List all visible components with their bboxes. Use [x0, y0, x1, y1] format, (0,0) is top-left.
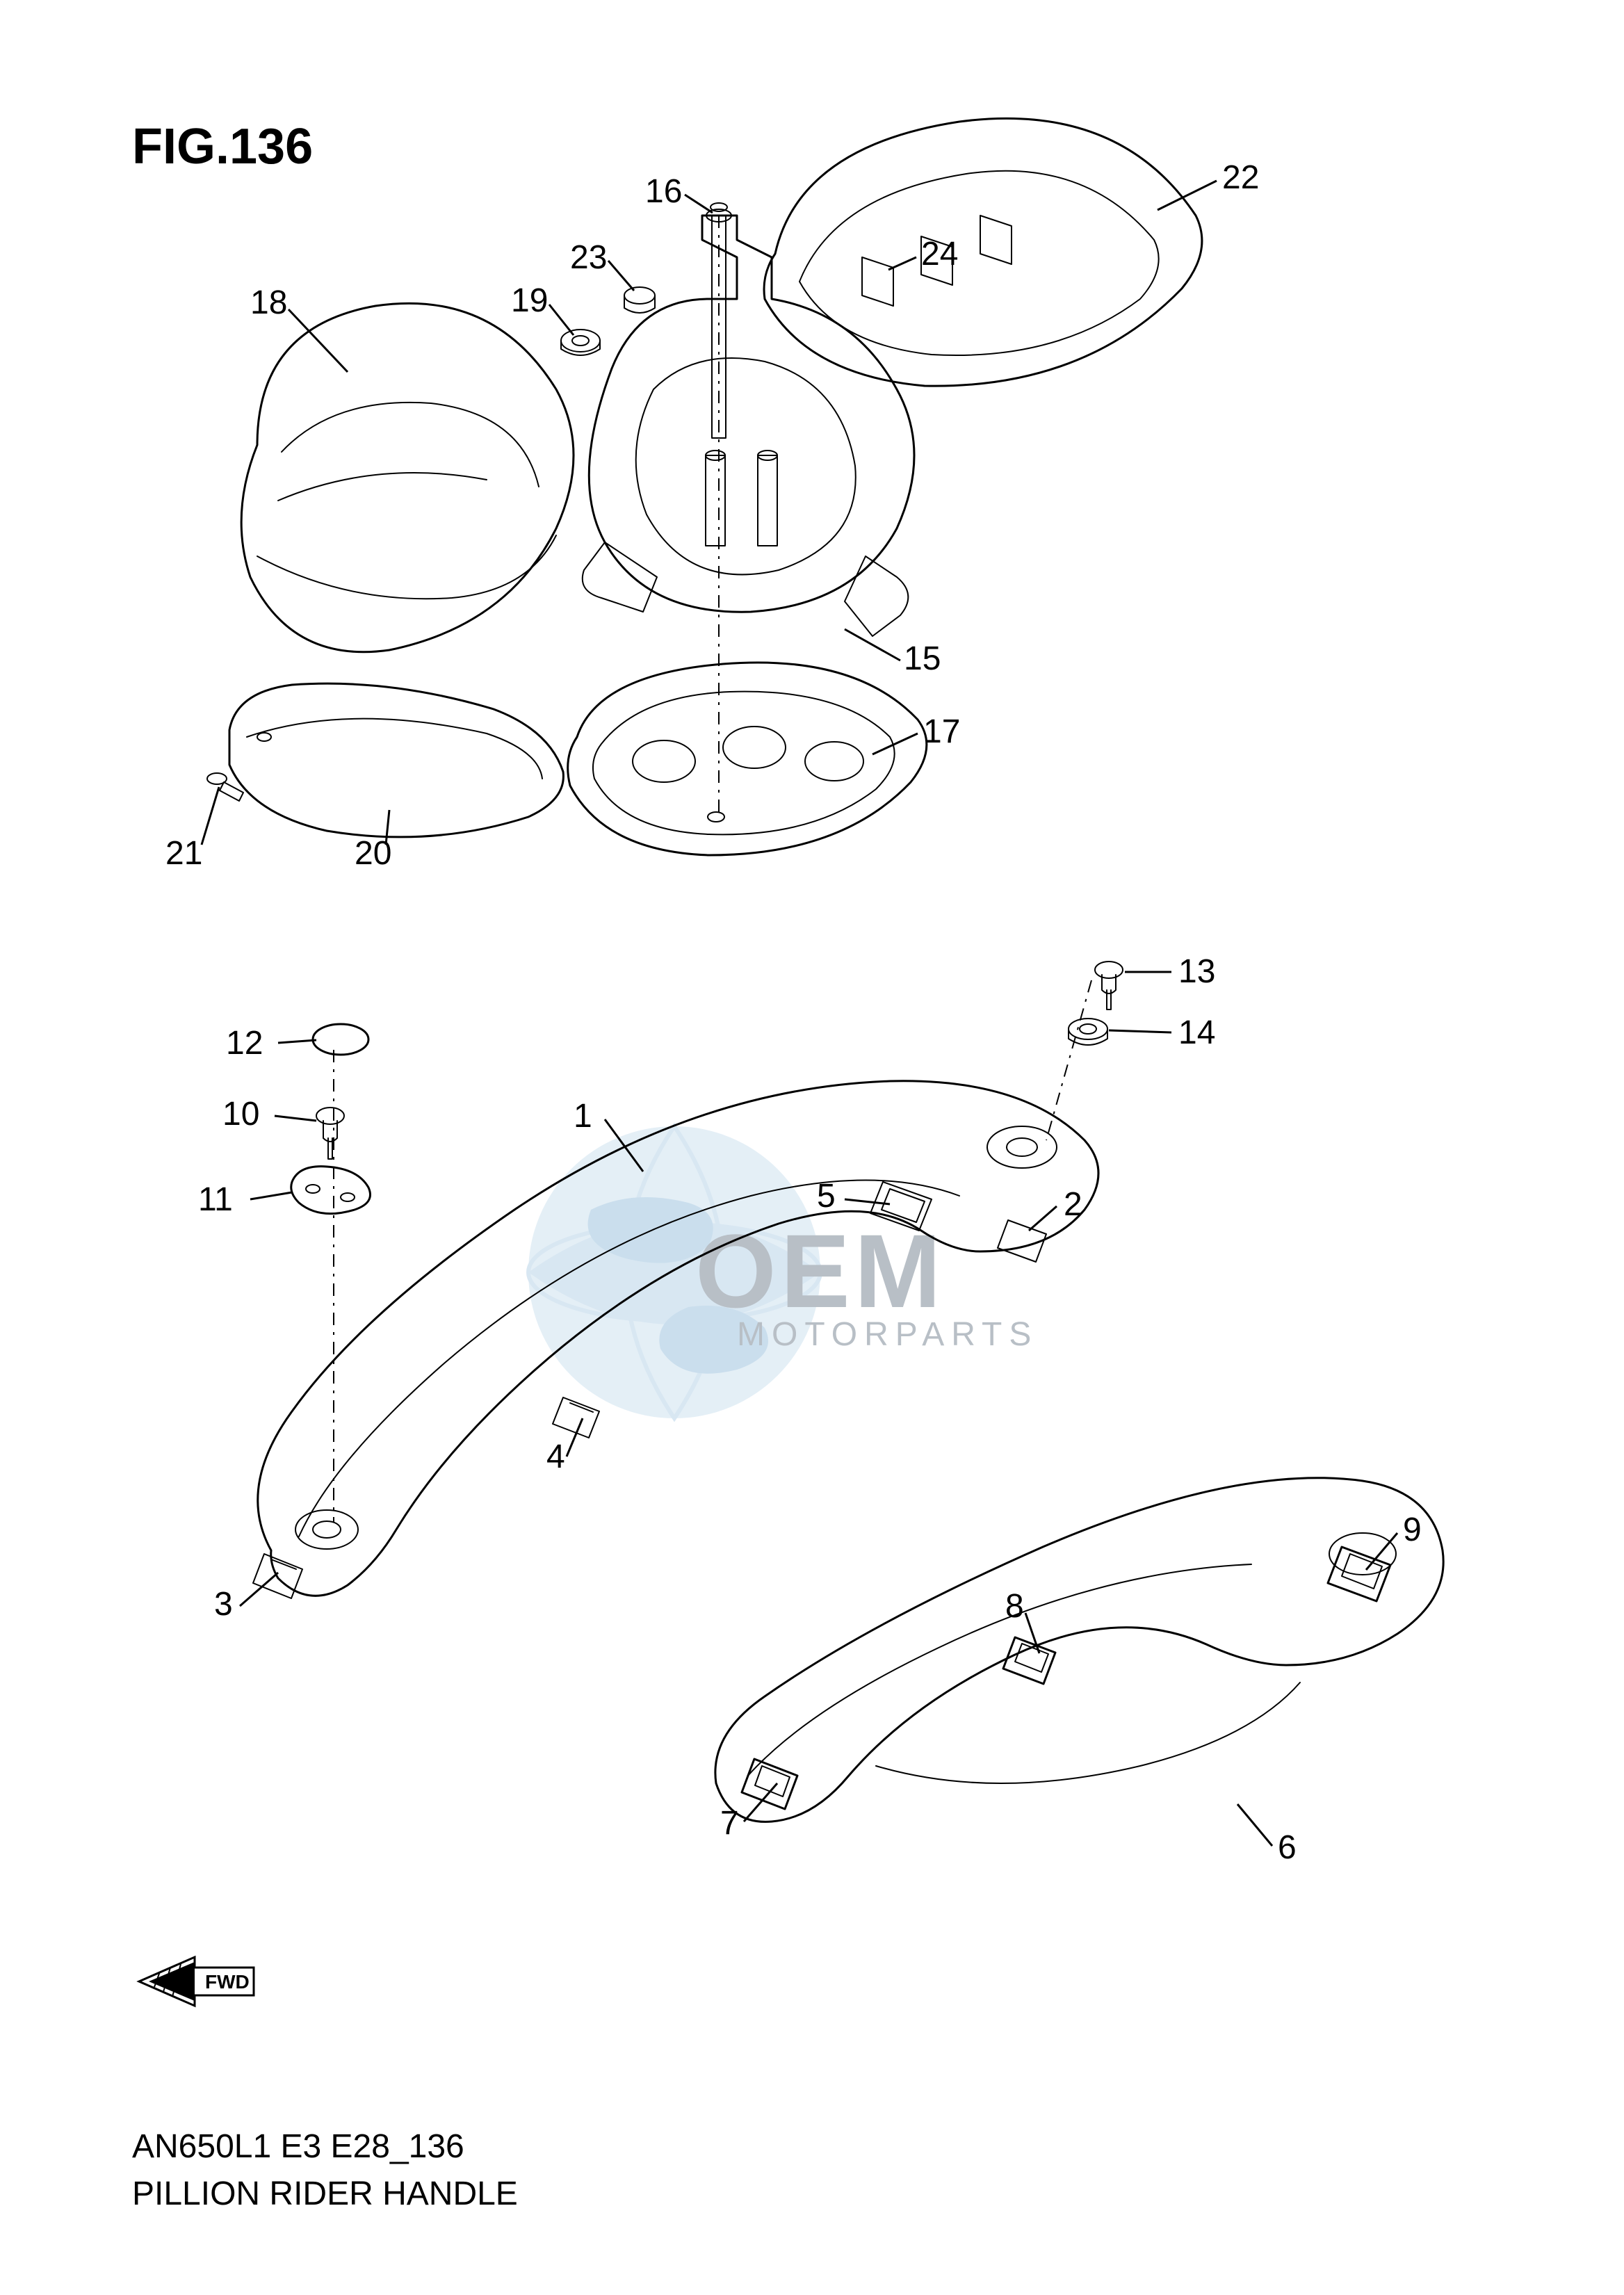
part-6-handle-right — [715, 1478, 1443, 1822]
part-19-washer — [561, 330, 600, 355]
part-18-backrest — [241, 303, 574, 651]
callout-23: 23 — [570, 238, 607, 277]
callout-18: 18 — [250, 284, 287, 322]
watermark-small-text: MOTORPARTS — [737, 1316, 1038, 1353]
part-21-screw — [207, 773, 243, 801]
diagram-page: FIG.136 OEM MOTORPARTS — [0, 0, 1624, 2295]
leader-lines — [202, 181, 1397, 1846]
part-11-plate — [291, 1167, 371, 1214]
callout-5: 5 — [817, 1177, 836, 1215]
callout-19: 19 — [511, 282, 548, 320]
part-15-bracket — [583, 216, 914, 636]
part-10-bolt — [316, 1108, 344, 1159]
callout-4: 4 — [546, 1438, 565, 1476]
callout-7: 7 — [720, 1804, 739, 1842]
callout-8: 8 — [1005, 1587, 1024, 1625]
callout-24: 24 — [921, 235, 958, 273]
callout-22: 22 — [1222, 159, 1259, 197]
callout-2: 2 — [1064, 1185, 1082, 1224]
fwd-arrow-icon: FWD — [139, 1957, 254, 2006]
callout-6: 6 — [1278, 1828, 1297, 1867]
callout-20: 20 — [355, 834, 391, 873]
callout-15: 15 — [904, 640, 941, 678]
part-13-bolt — [1095, 962, 1123, 1009]
footer-code: AN650L1 E3 E28_136 — [132, 2127, 464, 2166]
callout-9: 9 — [1403, 1511, 1422, 1549]
callout-13: 13 — [1178, 952, 1215, 991]
callout-11: 11 — [198, 1181, 233, 1219]
part-8-cushion — [1003, 1637, 1055, 1684]
callout-10: 10 — [222, 1095, 259, 1133]
callout-1: 1 — [574, 1097, 592, 1135]
callout-16: 16 — [645, 172, 682, 211]
part-12-cap — [313, 1024, 368, 1055]
callout-12: 12 — [226, 1024, 263, 1062]
diagram-svg: OEM MOTORPARTS — [0, 0, 1624, 2295]
footer-title: PILLION RIDER HANDLE — [132, 2175, 518, 2213]
callout-14: 14 — [1178, 1014, 1215, 1052]
part-22-rear-cover — [764, 118, 1202, 386]
part-23-nut — [624, 287, 655, 313]
svg-text:FWD: FWD — [205, 1971, 250, 1993]
callout-17: 17 — [923, 713, 960, 751]
part-17-gasket — [568, 663, 927, 855]
watermark-big-text: OEM — [695, 1213, 945, 1329]
part-7-cushion — [742, 1759, 797, 1809]
callout-3: 3 — [214, 1585, 233, 1623]
callout-21: 21 — [165, 834, 202, 873]
part-20-lower-cover — [229, 683, 563, 837]
